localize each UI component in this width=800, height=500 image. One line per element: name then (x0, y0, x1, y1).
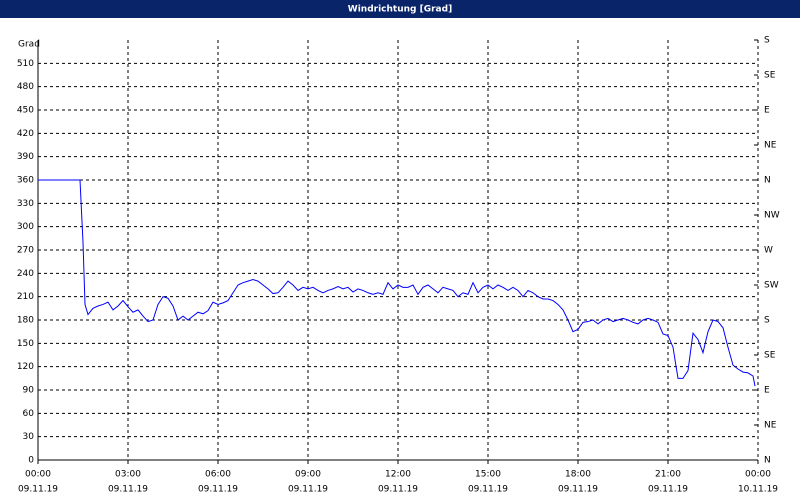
y2-tick-label: S (764, 316, 770, 326)
x-tick-label: 15:00 (475, 470, 501, 480)
y2-tick-label: NE (764, 141, 777, 151)
y-tick-label: 30 (23, 432, 35, 442)
y-tick-label: 420 (17, 129, 34, 139)
y2-tick-label: SW (764, 281, 779, 291)
x-tick-date: 09.11.19 (378, 485, 418, 495)
y-tick-label: 120 (17, 362, 34, 372)
y-tick-label: 180 (17, 316, 34, 326)
y-axis-label: Grad (18, 40, 40, 50)
y-tick-label: 60 (23, 409, 35, 419)
y2-tick-label: E (764, 106, 770, 116)
x-tick-label: 21:00 (655, 470, 681, 480)
y-tick-label: 300 (17, 222, 34, 232)
y2-tick-label: NE (764, 421, 777, 431)
data-line (38, 179, 756, 387)
y-tick-label: 510 (17, 59, 34, 69)
x-tick-label: 00:00 (745, 470, 771, 480)
y2-tick-label: SE (764, 351, 776, 361)
x-tick-label: 00:00 (25, 470, 51, 480)
x-tick-date: 09.11.19 (558, 485, 598, 495)
y-tick-label: 450 (17, 106, 34, 116)
chart-title: Windrichtung [Grad] (348, 5, 452, 15)
y-tick-label: 240 (17, 269, 34, 279)
y-tick-label: 330 (17, 199, 34, 209)
x-tick-label: 18:00 (565, 470, 591, 480)
y-tick-label: 210 (17, 292, 34, 302)
y-tick-label: 270 (17, 246, 34, 256)
x-tick-date: 09.11.19 (648, 485, 688, 495)
y-tick-label: 480 (17, 82, 34, 92)
y-tick-label: 150 (17, 339, 34, 349)
x-tick-date: 09.11.19 (18, 485, 58, 495)
x-tick-date: 09.11.19 (288, 485, 328, 495)
title-bar (0, 0, 800, 18)
x-tick-date: 09.11.19 (198, 485, 238, 495)
y2-tick-label: N (764, 456, 771, 466)
x-tick-label: 12:00 (385, 470, 411, 480)
y2-tick-label: NW (764, 211, 780, 221)
y-tick-label: 360 (17, 176, 34, 186)
x-tick-label: 09:00 (295, 470, 321, 480)
x-tick-date: 09.11.19 (108, 485, 148, 495)
y2-tick-label: W (764, 246, 773, 256)
y2-tick-label: S (764, 36, 770, 46)
x-tick-label: 03:00 (115, 470, 141, 480)
y2-tick-label: SE (764, 71, 776, 81)
y-tick-label: 90 (23, 386, 35, 396)
x-tick-date: 10.11.19 (738, 485, 778, 495)
y2-tick-label: N (764, 176, 771, 186)
y2-tick-label: E (764, 386, 770, 396)
y-tick-label: 390 (17, 152, 34, 162)
x-tick-label: 06:00 (205, 470, 231, 480)
x-tick-date: 09.11.19 (468, 485, 508, 495)
y-tick-label: 0 (28, 456, 34, 466)
